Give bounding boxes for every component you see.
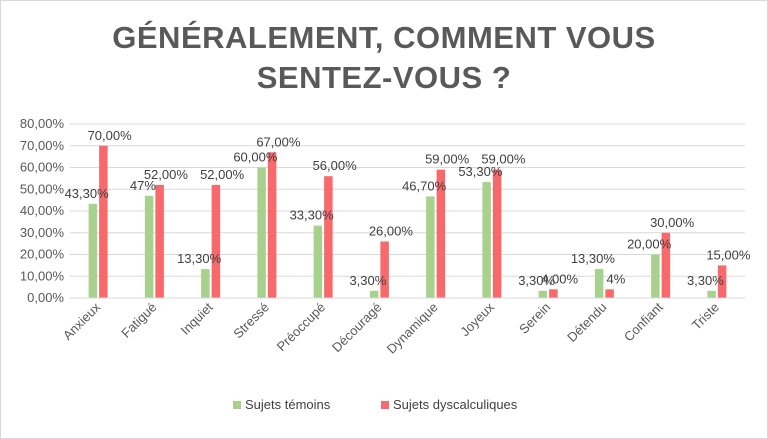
x-tick-label: Anxieux	[60, 299, 104, 343]
data-label: 3,30%	[687, 273, 724, 288]
bar-dyscalculiques	[99, 145, 108, 298]
bar-dyscalculiques	[717, 265, 727, 298]
gridlines	[70, 123, 745, 299]
bar-temoins	[594, 269, 604, 298]
x-tick-label: Stressé	[230, 300, 272, 342]
x-tick-label: Serein	[516, 300, 553, 337]
data-label: 67,00%	[256, 134, 301, 149]
bar-dyscalculiques	[492, 169, 502, 298]
bars	[88, 145, 727, 298]
chart-title: GÉNÉRALEMENT, COMMENT VOUS SENTEZ-VOUS ?	[0, 18, 768, 98]
bar-temoins	[426, 196, 435, 298]
legend-swatch	[381, 401, 389, 409]
x-tick-label: Confiant	[621, 299, 666, 344]
chart-title-line-1: GÉNÉRALEMENT, COMMENT VOUS	[112, 20, 656, 55]
data-label: 20,00%	[627, 237, 672, 252]
data-label: 47%	[130, 178, 156, 193]
bar-dyscalculiques	[324, 176, 333, 298]
data-label: 43,30%	[65, 186, 110, 201]
bar-temoins	[201, 269, 210, 298]
data-label: 46,70%	[402, 178, 447, 193]
bar-temoins	[257, 167, 266, 298]
x-tick-label: Triste	[689, 300, 722, 333]
data-label: 56,00%	[313, 158, 358, 173]
data-label: 4,00%	[541, 271, 578, 286]
bar-temoins	[707, 290, 716, 298]
y-tick-label: 10,00%	[20, 268, 65, 283]
bar-temoins	[369, 290, 379, 298]
y-tick-label: 20,00%	[20, 247, 65, 262]
x-tick-label: Joyeux	[457, 299, 497, 339]
x-tick-label: Dynamique	[384, 300, 441, 357]
bar-dyscalculiques	[436, 169, 446, 298]
bar-temoins	[313, 225, 323, 298]
data-label: 53,30%	[458, 164, 503, 179]
data-label: 52,00%	[144, 167, 189, 182]
data-label: 60,00%	[233, 150, 278, 165]
data-label: 33,30%	[290, 208, 335, 223]
y-tick-label: 30,00%	[20, 225, 65, 240]
x-tick-label: Découragé	[329, 300, 385, 356]
y-axis: 0,00% 10,00% 20,00% 30,00% 40,00% 50,00% 60,00…	[20, 116, 65, 305]
legend-label: Sujets dyscalculiques	[393, 397, 518, 412]
x-tick-label: Fatigué	[118, 300, 159, 341]
y-tick-label: 60,00%	[20, 160, 65, 175]
data-label: 30,00%	[650, 215, 695, 230]
y-tick-label: 40,00%	[20, 203, 65, 218]
data-label: 15,00%	[706, 247, 751, 262]
bar-dyscalculiques	[549, 289, 558, 298]
bar-dyscalculiques	[211, 184, 221, 298]
x-axis: Anxieux Fatigué Inquiet Stressé Préoccupé Déc…	[60, 297, 745, 357]
data-label: 52,00%	[200, 167, 245, 182]
data-label: 4%	[606, 271, 625, 286]
y-tick-label: 0,00%	[27, 290, 64, 305]
y-tick-label: 50,00%	[20, 181, 65, 196]
bar-temoins	[538, 290, 548, 298]
data-labels: 43,30%70,00%47%52,00%13,30%52,00%60,00%6…	[65, 128, 751, 288]
data-label: 13,30%	[571, 251, 616, 266]
data-label: 70,00%	[88, 128, 133, 143]
data-label: 59,00%	[425, 152, 470, 167]
data-label: 59,00%	[481, 152, 526, 167]
bar-temoins	[651, 254, 660, 298]
x-tick-label: Préoccupé	[274, 300, 329, 355]
x-tick-label: Détendu	[564, 300, 609, 345]
data-label: 13,30%	[177, 251, 222, 266]
bar-temoins	[144, 195, 154, 298]
legend: Sujets témoins Sujets dyscalculiques	[233, 397, 518, 412]
data-label: 3,30%	[349, 273, 386, 288]
bar-dyscalculiques	[661, 232, 671, 298]
legend-label: Sujets témoins	[245, 397, 331, 412]
bar-temoins	[88, 203, 98, 298]
bar-temoins	[482, 182, 491, 298]
x-tick-label: Inquiet	[178, 299, 216, 337]
bar-dyscalculiques	[155, 184, 164, 298]
data-label: 3,30%	[518, 273, 555, 288]
bar-dyscalculiques	[380, 241, 389, 298]
y-tick-label: 80,00%	[20, 116, 65, 131]
data-label: 26,00%	[369, 223, 414, 238]
bar-dyscalculiques	[267, 152, 277, 298]
legend-swatch	[233, 401, 241, 409]
chart-title-line-2: SENTEZ-VOUS ?	[256, 60, 512, 95]
bar-dyscalculiques	[605, 289, 614, 298]
y-tick-label: 70,00%	[20, 138, 65, 153]
